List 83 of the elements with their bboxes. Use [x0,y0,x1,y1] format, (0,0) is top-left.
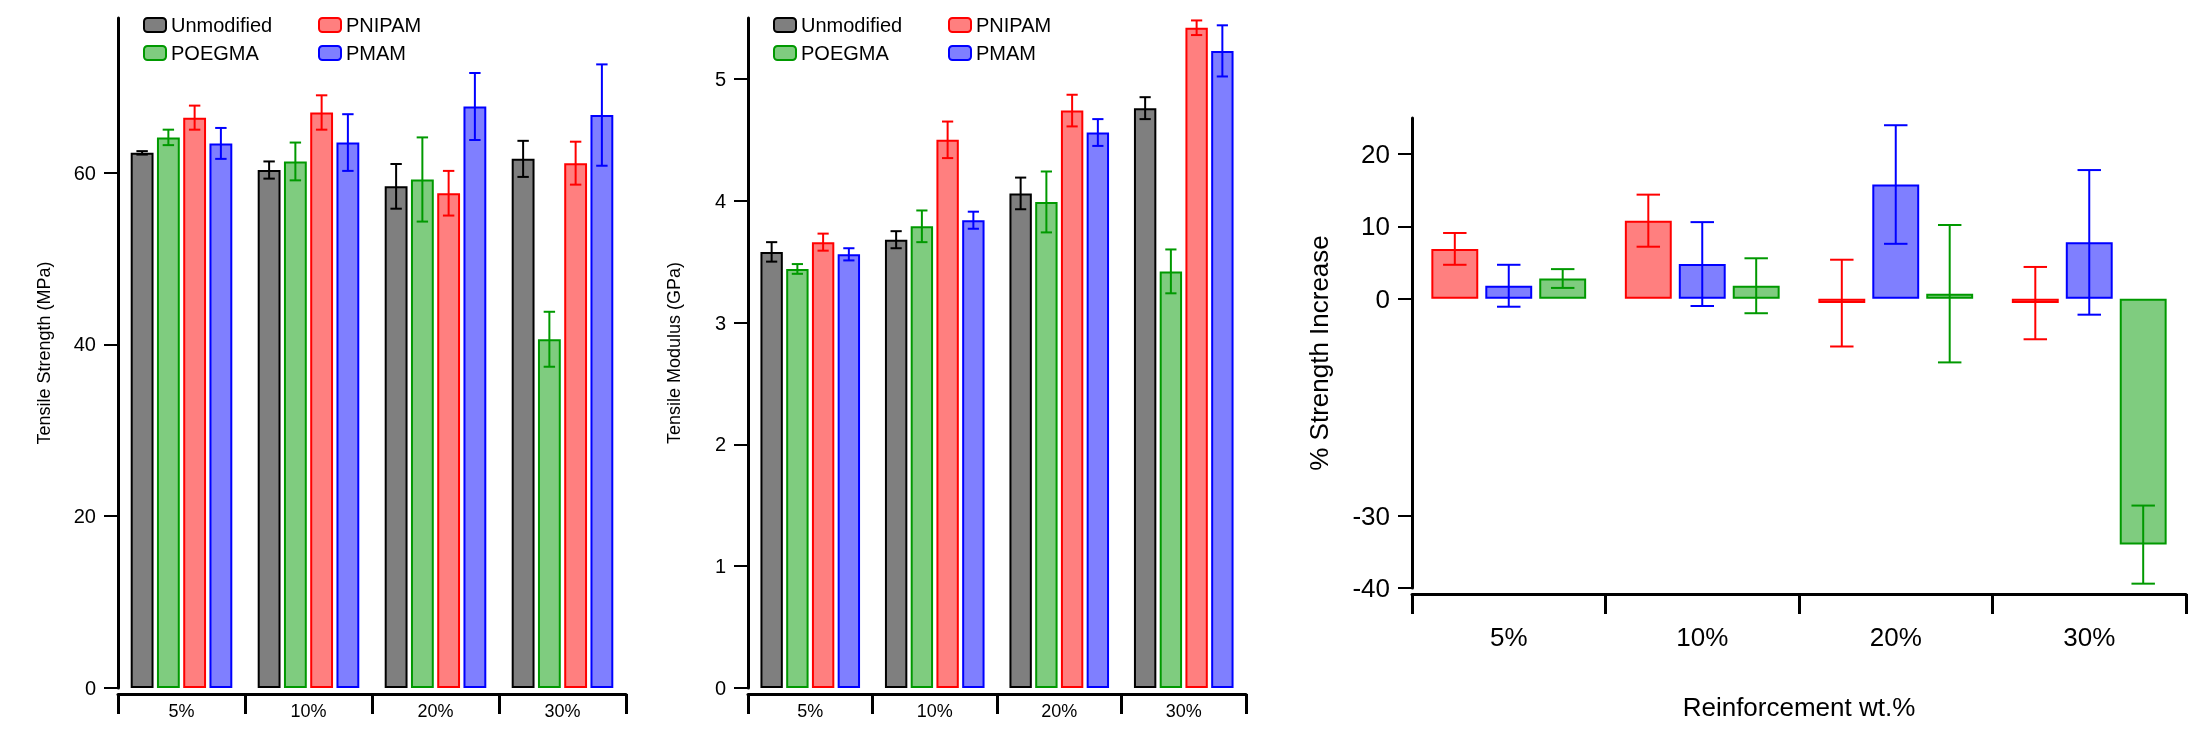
bar [910,226,934,688]
y-tick-label: 10 [1361,211,1390,242]
x-tick-label: 10% [916,701,953,721]
bar [463,106,487,688]
bar [590,115,614,688]
x-tick-label: 30% [544,701,581,721]
bar [1431,248,1479,299]
bar [1211,50,1234,688]
x-tick-label: 5% [797,701,824,721]
legend-label: PMAM [976,42,1036,64]
bar [1060,110,1084,688]
bar [811,242,835,688]
bar [564,163,588,688]
bar [962,220,985,688]
y-tick-label: 0 [714,677,726,699]
y-axis-title: % Strength Increase [1304,235,1334,471]
bar [2119,298,2167,545]
legend-label: PNIPAM [976,14,1052,36]
legend-label: POEGMA [171,42,260,64]
bar [1678,264,1726,299]
y-tick-label: 60 [73,161,96,184]
bar [1009,193,1032,688]
y-axis-title: Tensile Strength (MPa) [34,261,54,445]
legend-label: POEGMA [801,42,890,64]
bar [437,193,461,688]
bar [1035,201,1058,688]
x-tick-label: 10% [290,701,327,721]
y-tick-label: 4 [714,189,726,212]
bar [384,186,408,688]
bar [1872,184,1920,299]
bar [537,339,561,688]
x-tick-label: 30% [2063,622,2116,652]
x-tick-label: 20% [417,701,454,721]
bar [130,152,154,688]
y-axis-title: Tensile Modulus (GPa) [664,261,684,445]
legend-label: PNIPAM [346,14,422,36]
bar [283,161,307,688]
x-tick-label: 5% [1489,622,1528,652]
bar [936,139,959,688]
bar [1159,271,1183,688]
bar [209,143,233,688]
legend-label: Unmodified [801,14,903,36]
x-axis-title: Reinforcement wt.% [1682,692,1916,722]
y-tick-label: 0 [84,677,96,699]
bar [1818,298,1866,304]
bar [1133,108,1157,688]
y-tick-label: -30 [1352,500,1390,531]
bar [1539,278,1587,299]
y-tick-label: 20 [73,505,96,528]
y-tick-label: 0 [1375,283,1390,314]
bar [837,254,861,688]
legend-label: Unmodified [171,14,273,36]
bar [884,239,908,688]
y-tick-label: -40 [1352,573,1390,603]
y-tick-label: 1 [714,555,726,578]
bar [183,117,207,688]
x-tick-label: 10% [1676,622,1729,652]
bar [310,112,334,688]
bar [1086,132,1110,688]
bar [156,137,180,688]
y-tick-label: 3 [714,311,726,334]
x-tick-label: 30% [1165,701,1202,721]
x-tick-label: 20% [1041,701,1078,721]
bar [410,179,434,688]
bar [2065,242,2113,299]
y-tick-label: 20 [1361,139,1390,170]
bar [511,158,535,688]
x-tick-label: 20% [1869,622,1922,652]
y-tick-label: 40 [73,333,96,356]
bar [786,268,809,688]
legend-label: PMAM [346,42,406,64]
bar [1485,285,1533,299]
bar [257,170,281,688]
bar [2011,298,2059,304]
bar [1624,220,1672,299]
bar [760,251,783,688]
bar [336,142,360,688]
bar [1732,285,1780,299]
bar [1185,27,1208,688]
y-tick-label: 2 [714,433,726,456]
y-tick-label: 5 [714,67,726,90]
bar [1926,293,1974,299]
x-tick-label: 5% [168,701,195,721]
